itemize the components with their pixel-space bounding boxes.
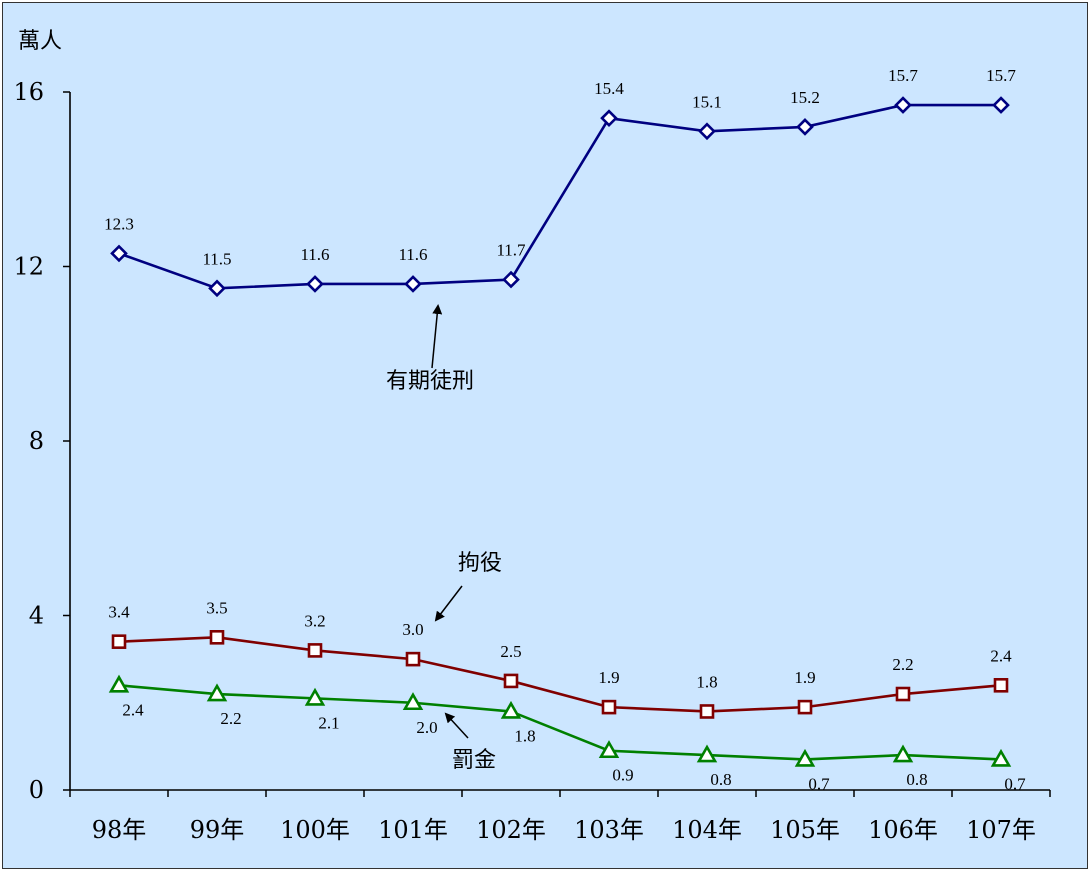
data-label: 2.4: [122, 700, 144, 719]
data-label-layer: 12.3 11.5 11.6 11.6 11.7 15.4 15.1 15.2 15.7 15.7…: [104, 66, 1026, 793]
data-label: 3.2: [304, 611, 325, 630]
data-label: 1.8: [696, 672, 717, 691]
data-label: 2.1: [318, 713, 339, 732]
annotation-arrow-sentence: [431, 304, 443, 369]
data-label: 2.4: [990, 646, 1012, 665]
annotation-arrow-detention: [434, 585, 463, 622]
data-label: 3.4: [108, 603, 130, 622]
data-label: 3.5: [206, 598, 227, 617]
x-tick-label: 102年: [476, 816, 546, 844]
data-point-diamond: [404, 275, 422, 293]
x-tick-label: 98年: [92, 816, 147, 844]
data-point-triangle: [598, 740, 620, 759]
series-annotation-sentence: 有期徒刑: [386, 369, 474, 394]
data-point-triangle: [990, 748, 1012, 767]
data-label: 11.6: [300, 245, 329, 264]
x-tick-label: 104年: [672, 816, 742, 844]
x-tick-label: 101年: [378, 816, 448, 844]
y-axis-unit-label: 萬人: [18, 29, 62, 54]
data-point-square: [601, 699, 617, 715]
data-label: 2.2: [220, 709, 241, 728]
y-axis-ticks: 0 4 8 12 16: [13, 78, 70, 804]
series-annotation-detention: 拘役: [458, 551, 502, 576]
x-tick-label: 103年: [574, 816, 644, 844]
data-label: 15.2: [790, 88, 820, 107]
series-line: [118, 103, 1001, 290]
series-layer: [108, 96, 1012, 767]
data-point-square: [209, 630, 225, 645]
series-line: [118, 684, 1002, 761]
data-point-diamond: [502, 270, 520, 289]
data-label: 1.9: [598, 668, 619, 687]
data-point-triangle: [892, 744, 914, 763]
data-label: 15.7: [888, 66, 918, 85]
data-label: 0.9: [612, 766, 633, 785]
y-tick-label: 8: [29, 427, 44, 455]
data-point-square: [307, 643, 323, 658]
data-point-diamond: [992, 96, 1010, 114]
series-line: [118, 636, 1002, 713]
data-label: 2.0: [416, 718, 437, 737]
data-label: 1.8: [514, 726, 535, 745]
data-label: 2.5: [500, 642, 521, 661]
data-point-triangle: [304, 687, 326, 706]
data-point-triangle: [206, 683, 228, 702]
data-point-square: [895, 686, 911, 702]
x-tick-label: 107年: [966, 816, 1036, 844]
data-label: 0.8: [906, 770, 927, 789]
data-label: 11.7: [496, 241, 526, 260]
data-label: 0.8: [710, 770, 731, 789]
data-point-diamond: [600, 109, 618, 128]
data-label: 12.3: [104, 214, 134, 233]
data-label: 0.7: [1004, 774, 1026, 793]
data-label: 15.7: [986, 66, 1016, 85]
data-point-square: [797, 699, 813, 715]
y-tick-label: 0: [29, 776, 44, 804]
data-point-square: [699, 704, 715, 719]
data-label: 1.9: [794, 668, 815, 687]
x-axis-ticks: 98年 99年 100年 101年 102年 103年 104年 105年 106年 107年: [69, 790, 1051, 844]
data-point-diamond: [306, 275, 324, 293]
data-point-square: [503, 673, 519, 689]
annotation-arrow-fine: [444, 712, 469, 739]
data-label: 11.5: [202, 249, 231, 268]
y-tick-label: 16: [13, 78, 44, 106]
data-point-triangle: [794, 748, 816, 767]
data-point-diamond: [110, 244, 128, 263]
data-label: 0.7: [808, 774, 830, 793]
data-point-triangle: [500, 700, 522, 719]
data-point-square: [993, 677, 1009, 693]
data-point-triangle: [402, 692, 424, 711]
x-tick-label: 106年: [868, 816, 938, 844]
data-label: 15.4: [594, 79, 624, 98]
data-point-diamond: [208, 279, 226, 298]
data-point-triangle: [108, 674, 130, 693]
x-tick-label: 105年: [770, 816, 840, 844]
data-point-diamond: [698, 122, 716, 141]
x-tick-label: 100年: [280, 816, 350, 844]
data-label: 2.2: [892, 655, 913, 674]
y-tick-label: 4: [29, 602, 44, 630]
data-point-diamond: [796, 118, 814, 136]
data-point-square: [111, 634, 127, 649]
data-label: 3.0: [402, 620, 423, 639]
data-label: 15.1: [692, 92, 722, 111]
data-point-square: [405, 651, 421, 667]
data-label: 11.6: [398, 245, 427, 264]
data-point-diamond: [894, 96, 912, 114]
data-point-triangle: [696, 744, 718, 763]
y-tick-label: 12: [13, 253, 44, 281]
x-tick-label: 99年: [190, 816, 245, 844]
series-annotation-fine: 罰金: [452, 748, 496, 773]
